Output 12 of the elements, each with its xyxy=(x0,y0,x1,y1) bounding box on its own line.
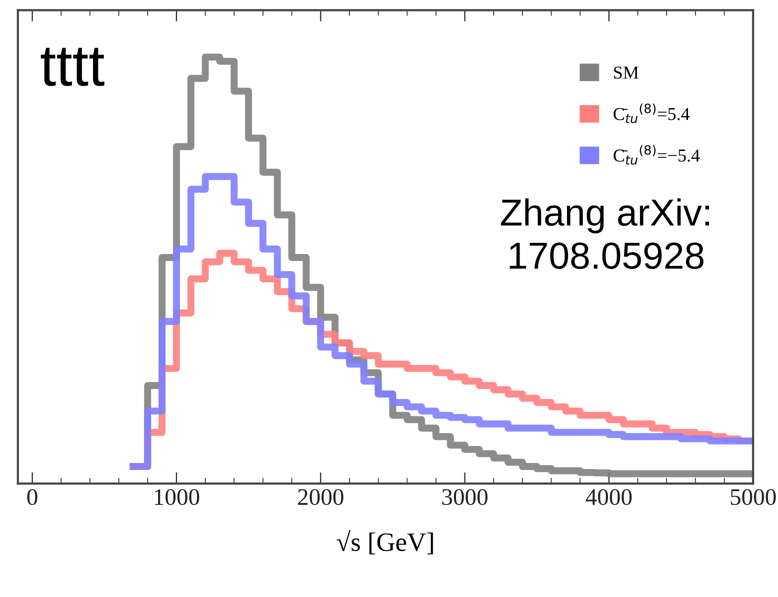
annotation: Zhang arXiv: 1708.05928 xyxy=(500,198,709,270)
x-tick-label: 4000 xyxy=(586,489,632,506)
legend-label: SM xyxy=(614,66,638,79)
legend-label: C̄$_{tu}$$^{(8)}$=5.4 xyxy=(614,103,690,124)
x-tick-label: 5000 xyxy=(730,489,776,506)
x-tick-label: 0 xyxy=(27,489,38,506)
legend-label: C̄$_{tu}$$^{(8)}$=−5.4 xyxy=(614,144,700,165)
x-tick-label: 2000 xyxy=(298,489,344,506)
x-tick-label: 3000 xyxy=(442,489,488,506)
x-tick-label: 1000 xyxy=(154,489,200,506)
annotation: tttt xyxy=(40,48,104,86)
x-axis-title: √s [GeV] xyxy=(336,530,433,554)
